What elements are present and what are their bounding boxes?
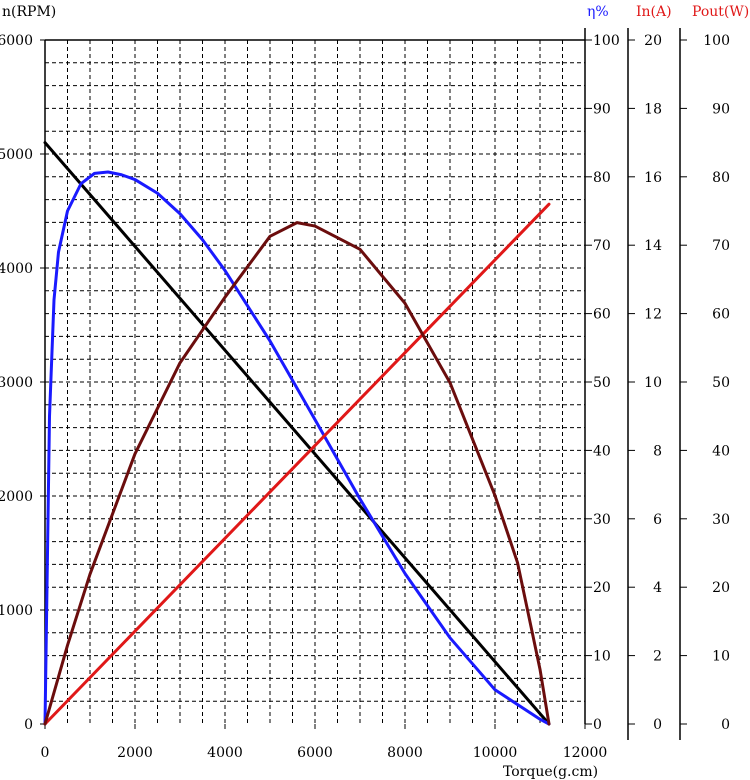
power-tick-label: 30 — [712, 512, 730, 528]
power-axis-title: Pout(W) — [692, 4, 749, 20]
x-tick-label: 8000 — [387, 745, 423, 761]
efficiency-axis-title: η% — [587, 4, 609, 20]
power-tick-label: 0 — [721, 717, 730, 733]
speed-tick-label: 3000 — [0, 375, 33, 391]
efficiency-tick-label: 90 — [593, 101, 611, 117]
x-axis-title: Torque(g.cm) — [503, 764, 598, 780]
speed-tick-label: 4000 — [0, 261, 33, 277]
efficiency-tick-label: 80 — [593, 170, 611, 186]
efficiency-tick-label: 50 — [593, 375, 611, 391]
current-tick-label: 16 — [644, 170, 662, 186]
power-tick-label: 100 — [703, 33, 730, 49]
current-tick-label: 18 — [644, 101, 662, 117]
current-tick-label: 6 — [653, 512, 662, 528]
x-tick-label: 2000 — [117, 745, 153, 761]
series-group — [43, 141, 551, 726]
current-tick-label: 10 — [644, 375, 662, 391]
x-tick-label: 4000 — [207, 745, 243, 761]
speed-curve — [43, 141, 551, 726]
efficiency-tick-label: 20 — [593, 580, 611, 596]
efficiency-curve — [43, 170, 551, 726]
efficiency-tick-label: 0 — [593, 717, 602, 733]
current-tick-label: 12 — [644, 307, 662, 323]
current-tick-label: 2 — [653, 649, 662, 665]
current-tick-label: 14 — [644, 238, 662, 254]
power-tick-label: 50 — [712, 375, 730, 391]
efficiency-tick-label: 10 — [593, 649, 611, 665]
power-tick-label: 90 — [712, 101, 730, 117]
x-tick-label: 10000 — [473, 745, 518, 761]
speed-tick-label: 5000 — [0, 147, 33, 163]
power-curve — [43, 221, 551, 726]
efficiency-tick-label: 30 — [593, 512, 611, 528]
power-tick-label: 60 — [712, 307, 730, 323]
power-tick-label: 20 — [712, 580, 730, 596]
efficiency-tick-label: 40 — [593, 443, 611, 459]
efficiency-tick-label: 60 — [593, 307, 611, 323]
axes: 0 2000 4000 6000 8000 10000 120000100020003000… — [0, 28, 730, 761]
grid — [45, 40, 585, 724]
current-axis-title: In(A) — [636, 4, 672, 20]
speed-tick-label: 1000 — [0, 603, 33, 619]
current-tick-label: 0 — [653, 717, 662, 733]
power-tick-label: 70 — [712, 238, 730, 254]
speed-tick-label: 6000 — [0, 33, 33, 49]
x-tick-label: 0 — [41, 745, 50, 761]
speed-axis-title: n(RPM) — [2, 4, 56, 20]
current-tick-label: 20 — [644, 33, 662, 49]
current-tick-label: 4 — [653, 580, 662, 596]
power-tick-label: 40 — [712, 443, 730, 459]
x-tick-label: 6000 — [297, 745, 333, 761]
efficiency-tick-label: 70 — [593, 238, 611, 254]
current-tick-label: 8 — [653, 443, 662, 459]
x-tick-label: 12000 — [563, 745, 608, 761]
speed-tick-label: 2000 — [0, 489, 33, 505]
current-curve — [43, 202, 551, 726]
power-tick-label: 80 — [712, 170, 730, 186]
speed-tick-label: 0 — [24, 717, 33, 733]
efficiency-tick-label: 100 — [593, 33, 620, 49]
power-tick-label: 10 — [712, 649, 730, 665]
